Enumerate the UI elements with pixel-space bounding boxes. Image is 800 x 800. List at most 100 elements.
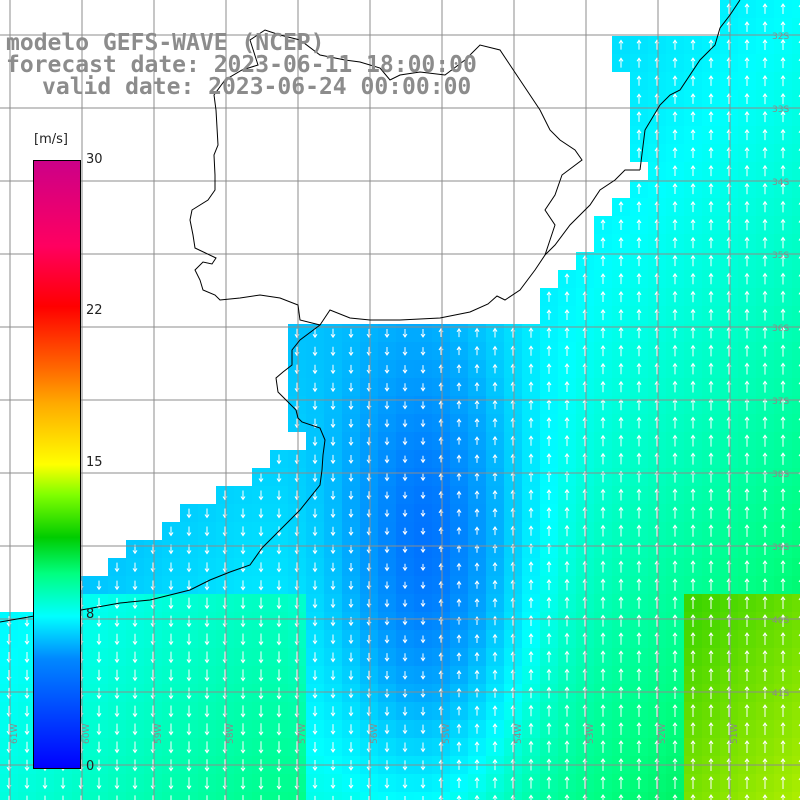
wind-arrow — [546, 776, 552, 789]
wind-arrow — [528, 668, 534, 681]
wind-arrow — [762, 93, 768, 105]
wind-arrow — [546, 614, 552, 627]
wind-arrow — [708, 111, 714, 122]
valid-date: valid date: 2023-06-24 00:00:00 — [42, 74, 472, 100]
wind-arrow — [762, 182, 768, 195]
wind-arrow — [474, 526, 480, 535]
wind-arrow — [312, 490, 318, 501]
wind-arrow — [276, 741, 282, 754]
wind-arrow — [384, 527, 390, 536]
wind-arrow — [312, 454, 318, 465]
wind-arrow — [672, 57, 678, 68]
wind-arrow — [348, 652, 354, 663]
longitude-label: 55W — [442, 723, 452, 744]
wind-arrow — [636, 308, 642, 321]
wind-arrow — [278, 795, 280, 800]
wind-arrow — [762, 668, 768, 681]
wind-arrow — [350, 795, 352, 800]
wind-arrow — [780, 200, 786, 213]
wind-arrow — [96, 723, 102, 736]
wind-arrow — [744, 111, 750, 123]
wind-arrow — [258, 705, 264, 718]
wind-arrow — [672, 524, 678, 537]
wind-arrow — [24, 687, 30, 700]
wind-arrow — [618, 794, 624, 800]
wind-arrow — [708, 236, 714, 249]
wind-arrow — [636, 794, 642, 800]
wind-arrow — [420, 473, 426, 482]
wind-arrow — [186, 687, 192, 700]
wind-arrow — [600, 794, 606, 800]
wind-arrow — [744, 146, 750, 159]
wind-arrow — [368, 795, 370, 800]
latitude-label: 38S — [772, 470, 790, 480]
wind-arrow — [258, 615, 264, 628]
wind-arrow — [780, 380, 786, 393]
wind-cell — [792, 684, 800, 702]
wind-arrow — [744, 21, 750, 32]
wind-arrow — [474, 418, 480, 427]
wind-arrow — [168, 633, 174, 646]
wind-arrow — [672, 290, 678, 303]
wind-arrow — [780, 542, 786, 555]
wind-arrow — [600, 309, 606, 321]
wind-arrow — [600, 362, 606, 375]
wind-arrow — [492, 723, 498, 734]
wind-arrow — [420, 527, 426, 536]
wind-arrow — [492, 508, 498, 518]
wind-arrow — [312, 580, 318, 591]
wind-arrow — [348, 436, 354, 446]
wind-arrow — [690, 129, 696, 140]
wind-arrow — [258, 490, 264, 501]
wind-arrow — [474, 598, 480, 607]
wind-arrow — [312, 328, 318, 339]
wind-arrow — [258, 633, 264, 646]
wind-arrow — [690, 488, 696, 501]
wind-arrow — [690, 668, 696, 681]
colorbar-tick: 15 — [86, 455, 103, 470]
wind-arrow — [420, 383, 426, 392]
wind-arrow — [474, 327, 480, 338]
wind-arrow — [312, 364, 318, 375]
wind-arrow — [384, 635, 390, 644]
wind-arrow — [690, 524, 696, 537]
wind-arrow — [474, 400, 480, 410]
wind-arrow — [762, 524, 768, 537]
wind-cell — [792, 270, 800, 288]
wind-arrow — [402, 527, 408, 536]
wind-arrow — [204, 777, 210, 790]
wind-arrow — [114, 723, 120, 736]
colorbar-tick: 22 — [86, 303, 103, 318]
wind-arrow — [474, 562, 480, 571]
wind-arrow — [708, 39, 714, 50]
wind-arrow — [276, 687, 282, 700]
wind-arrow — [24, 669, 30, 681]
wind-arrow — [744, 128, 750, 141]
wind-arrow — [402, 401, 408, 410]
wind-arrow — [546, 686, 552, 699]
wind-arrow — [762, 3, 768, 14]
wind-arrow — [258, 562, 264, 573]
wind-arrow — [672, 740, 678, 753]
wind-arrow — [708, 344, 714, 357]
wind-arrow — [744, 398, 750, 411]
wind-arrow — [690, 39, 696, 50]
wind-arrow — [546, 453, 552, 464]
wind-arrow — [330, 706, 336, 717]
wind-arrow — [636, 272, 642, 285]
wind-arrow — [134, 795, 136, 800]
wind-arrow — [672, 506, 678, 519]
wind-arrow — [330, 616, 336, 627]
wind-arrow — [330, 472, 336, 483]
wind-arrow — [618, 560, 624, 573]
wind-arrow — [420, 437, 426, 446]
wind-arrow — [762, 578, 768, 591]
wind-arrow — [636, 344, 642, 357]
wind-arrow — [744, 182, 750, 195]
wind-arrow — [600, 273, 606, 285]
wind-arrow — [780, 614, 786, 627]
wind-arrow — [528, 597, 534, 608]
wind-arrow — [168, 597, 174, 610]
wind-arrow — [780, 57, 786, 69]
